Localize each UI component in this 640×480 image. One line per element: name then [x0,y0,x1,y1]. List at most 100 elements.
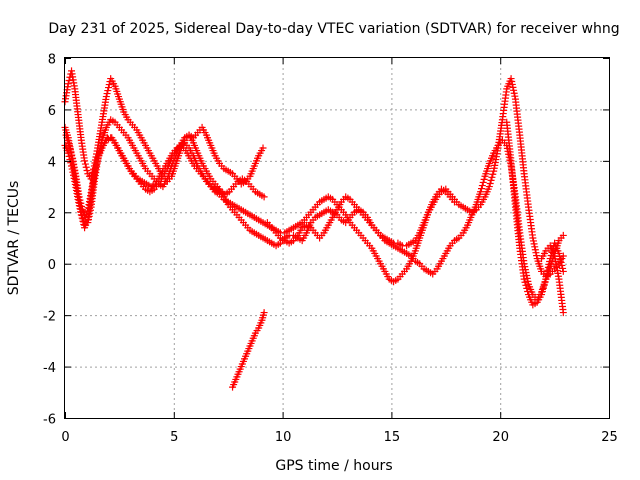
data-point [84,204,92,212]
data-point [543,269,551,277]
y-tick-label: 6 [48,104,56,119]
data-point [477,188,485,196]
data-point [83,207,91,215]
data-point [260,309,268,317]
data-point [544,266,552,274]
data-point [479,178,487,186]
series-trace-h [229,309,268,391]
data-point [104,87,112,95]
data-point [544,263,552,271]
chart-title: Day 231 of 2025, Sidereal Day-to-day VTE… [48,21,619,37]
data-point [65,141,73,149]
data-point [82,213,90,221]
data-point [260,193,268,201]
data-point [507,75,515,83]
x-tick-label: 20 [492,430,509,445]
data-point [531,243,539,251]
data-point [66,145,74,153]
y-tick-label: -4 [43,361,56,376]
data-point [93,158,101,166]
data-point [477,185,485,193]
data-point [523,284,531,292]
series-trace-f [503,118,567,309]
data-point [559,231,567,239]
data-point [559,264,567,272]
data-point [538,291,546,299]
data-point [94,155,102,163]
data-point [488,173,496,181]
data-point [546,258,554,266]
data-point [478,182,486,190]
y-tick-label: 0 [48,258,56,273]
data-point [523,274,531,282]
data-point [530,240,538,248]
data-point [81,157,89,165]
plot-frame [64,57,610,419]
data-point [559,267,567,275]
data-point [102,93,110,101]
data-point [558,261,566,269]
data-point [480,175,488,183]
data-point [79,217,87,225]
data-point [508,78,516,86]
x-tick-label: 10 [275,430,292,445]
x-tick-label: 0 [61,430,69,445]
data-point [64,80,72,88]
data-point [485,183,493,191]
data-point [259,144,267,152]
data-point [529,237,537,245]
data-point [521,278,529,286]
data-point [82,163,90,171]
data-point [533,252,541,260]
data-point [524,287,532,295]
y-tick-label: -6 [43,413,56,428]
data-point [103,90,111,98]
data-point [486,179,494,187]
data-point [540,281,548,289]
data-point [67,148,75,156]
y-axis-label: SDTVAR / TECUs [6,181,22,296]
data-point [557,258,565,266]
data-point [83,167,91,174]
data-point [531,246,539,254]
data-point [522,281,530,289]
x-tick-label: 25 [601,430,618,445]
x-tick-label: 5 [170,430,178,445]
data-point [529,234,537,242]
data-point [65,77,73,84]
series-trace-e [263,136,567,304]
data-point [559,309,567,317]
y-tick-label: 4 [48,155,56,170]
axis-ticks: 0 5 10 15 20 25 -6 -4 -2 0 2 4 6 8 [43,53,618,446]
data-point [75,193,83,201]
data-point [68,151,76,159]
data-point [77,199,85,207]
y-tick-label: 2 [48,207,56,222]
data-point [105,84,113,92]
data-point [489,170,497,178]
data-point [487,176,495,184]
data-point [511,92,519,100]
grid-lines [65,58,609,418]
y-tick-label: 8 [48,53,56,68]
data-points [61,67,567,391]
x-axis-label: GPS time / hours [275,458,392,474]
data-point [510,86,518,94]
data-point [92,161,100,169]
series-trace-d [62,131,268,221]
data-point [508,80,516,88]
data-point [91,165,99,173]
x-tick-label: 15 [384,430,401,445]
data-point [78,203,86,210]
data-point [510,89,518,97]
data-point [81,160,89,168]
data-point [543,272,551,280]
data-point [532,249,540,257]
data-point [539,284,547,292]
data-point [545,260,553,268]
data-point [82,210,90,218]
y-tick-label: -2 [43,310,56,325]
data-point [520,275,528,283]
data-point [509,83,517,91]
